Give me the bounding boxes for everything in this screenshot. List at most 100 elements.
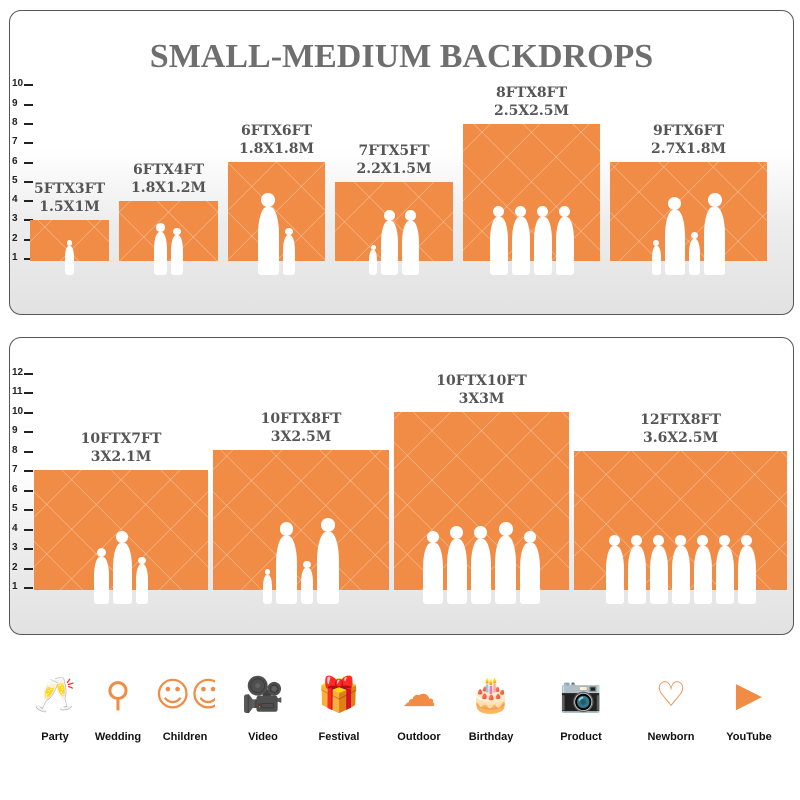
person-silhouette	[171, 227, 184, 275]
person-silhouette	[423, 530, 443, 604]
size-feet: 6FTX6FT	[240, 123, 313, 139]
backdrop-size-box	[463, 124, 600, 275]
size-feet: 6FTX4FT	[132, 162, 205, 178]
head	[450, 526, 464, 540]
person-silhouette	[651, 240, 661, 275]
person-silhouette	[704, 192, 726, 275]
size-meters: 1.5X1M	[39, 199, 100, 215]
axis-tick: 5	[12, 174, 32, 186]
people-group	[610, 192, 767, 275]
body	[664, 210, 685, 275]
person-silhouette	[301, 560, 313, 604]
body	[135, 564, 149, 604]
head	[156, 223, 165, 232]
body	[470, 539, 492, 604]
person-silhouette	[693, 534, 712, 604]
body	[555, 217, 574, 275]
usage-label: Party	[41, 731, 69, 743]
medium-backdrops-panel: 1 2 3 4 5 6 7 8 9 10 11 12 10FTX7FT 3X2.1M 10FTX8FT 3X2…	[9, 337, 794, 635]
backdrop-size-box	[30, 220, 109, 275]
size-feet: 9FTX6FT	[652, 123, 725, 139]
page-title: SMALL-MEDIUM BACKDROPS	[149, 38, 654, 75]
body	[737, 546, 756, 604]
gift-box-icon: 🎁	[317, 675, 361, 715]
body	[301, 568, 313, 604]
backdrop-size-box	[610, 162, 767, 275]
axis-tick: 2	[12, 561, 32, 573]
axis-tick: 1	[12, 252, 32, 263]
video-camera-icon: 🎥	[241, 675, 285, 715]
size-label: 10FTX7FT 3X2.1M	[34, 430, 208, 466]
head	[718, 534, 731, 547]
person-silhouette	[671, 534, 690, 604]
people-group	[574, 534, 787, 604]
person-silhouette	[369, 244, 378, 275]
people-group	[30, 240, 109, 275]
head	[426, 530, 440, 543]
body	[275, 535, 298, 604]
size-label: 7FTX5FT 2.2X1.5M	[335, 142, 453, 178]
head	[498, 521, 513, 536]
usage-label: Birthday	[468, 731, 514, 743]
head	[740, 534, 753, 547]
person-silhouette	[283, 227, 296, 275]
backdrop-size-box	[119, 201, 218, 275]
axis-tick: 5	[12, 503, 32, 514]
axis-tick: 9	[12, 425, 32, 436]
size-label: 10FTX8FT 3X2.5M	[213, 410, 389, 446]
size-feet: 10FTX8FT	[260, 411, 342, 427]
usage-item-newborn: ♡ Newborn	[641, 665, 701, 743]
body	[511, 217, 530, 275]
usage-item-wedding: ⚲ Wedding	[88, 665, 148, 743]
body	[495, 535, 517, 604]
size-label: 9FTX6FT 2.7X1.8M	[610, 122, 767, 158]
backdrop-size-box	[213, 450, 389, 604]
usage-item-birthday: 🎂 Birthday	[461, 665, 521, 743]
people-group	[228, 192, 325, 275]
person-silhouette	[495, 521, 517, 604]
person-silhouette	[470, 526, 492, 604]
person-silhouette	[715, 534, 734, 604]
size-meters: 3.6X2.5M	[642, 430, 719, 446]
head	[696, 534, 709, 547]
size-meters: 1.8X1.8M	[238, 141, 315, 157]
size-feet: 7FTX5FT	[358, 143, 430, 159]
axis-tick: 6	[12, 155, 32, 167]
backdrop-size-box	[34, 470, 208, 604]
head	[653, 240, 659, 247]
person-silhouette	[446, 526, 467, 604]
head	[630, 534, 643, 547]
head	[285, 227, 294, 236]
person-silhouette	[688, 231, 701, 275]
head	[303, 560, 311, 568]
size-feet: 12FTX8FT	[640, 412, 721, 428]
body	[627, 546, 646, 604]
usage-label: Product	[560, 731, 602, 743]
axis-tick: 3	[12, 542, 32, 553]
axis-tick: 8	[12, 444, 32, 456]
body	[401, 221, 419, 275]
body	[704, 206, 726, 275]
person-silhouette	[533, 205, 552, 275]
body	[381, 221, 398, 275]
axis-tick: 6	[12, 483, 32, 495]
usage-item-children: ☺☺ Children	[155, 665, 215, 743]
head	[279, 521, 294, 536]
play-button-icon: ▶	[735, 675, 763, 715]
head	[137, 556, 146, 565]
axis-tick: 11	[12, 386, 33, 397]
body	[605, 546, 624, 604]
head	[558, 205, 571, 218]
usage-label: Children	[162, 731, 208, 743]
head	[707, 192, 722, 207]
head	[320, 517, 335, 532]
size-label: 12FTX8FT 3.6X2.5M	[574, 411, 787, 447]
axis-tick: 8	[12, 116, 32, 128]
people-group	[34, 530, 208, 604]
person-silhouette	[401, 210, 419, 275]
size-label: 8FTX8FT 2.5X2.5M	[463, 84, 600, 120]
usage-label: Festival	[318, 731, 360, 743]
head	[536, 205, 549, 218]
body	[316, 532, 340, 604]
toast-glasses-icon: 🥂	[33, 675, 77, 715]
